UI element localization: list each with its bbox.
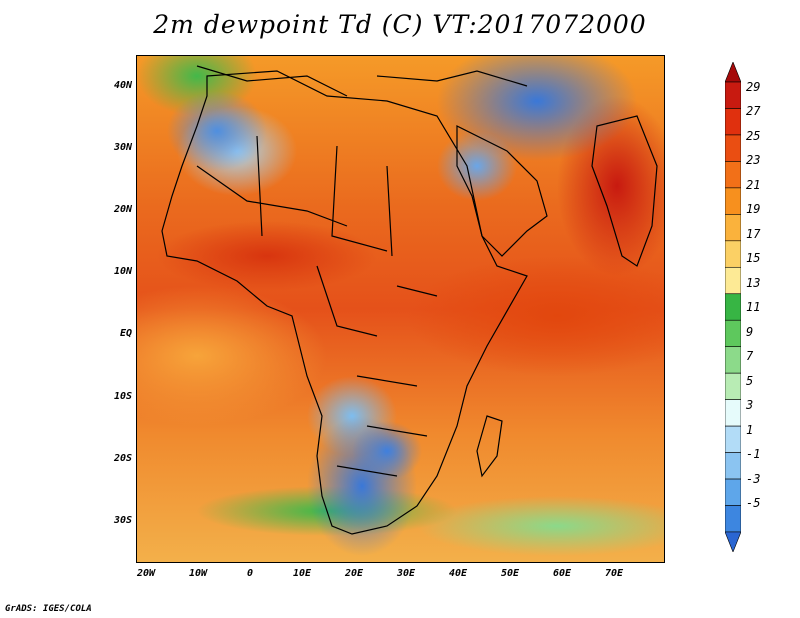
colorbar-label-m1: -1 xyxy=(746,447,761,461)
colorbar-label-5: 5 xyxy=(746,374,754,388)
lon-label-30e: 30E xyxy=(396,568,416,579)
colorbar-swatch xyxy=(725,505,741,533)
map-title: 2m dewpoint Td (C) VT:2017072000 xyxy=(153,10,647,39)
lat-label-20n: 20N xyxy=(113,204,132,215)
africa-coastlines xyxy=(161,65,658,535)
lat-label-40n: 40N xyxy=(113,80,132,91)
colorbar-swatch xyxy=(725,266,741,295)
colorbar xyxy=(725,62,741,552)
colorbar-swatch xyxy=(725,293,741,321)
colorbar-label-17: 17 xyxy=(746,227,761,241)
colorbar-swatch xyxy=(725,425,741,453)
lon-label-20w: 20W xyxy=(136,568,156,579)
colorbar-label-15: 15 xyxy=(746,251,761,265)
lon-label-0: 0 xyxy=(246,568,254,579)
colorbar-swatch xyxy=(725,372,741,400)
colorbar-swatch xyxy=(725,161,741,189)
lon-label-20e: 20E xyxy=(344,568,364,579)
dewpoint-map xyxy=(136,55,665,563)
lat-label-20s: 20S xyxy=(113,453,132,464)
colorbar-swatch xyxy=(725,81,741,109)
colorbar-swatch xyxy=(725,108,741,136)
lat-label-30s: 30S xyxy=(113,515,132,526)
colorbar-label-29: 29 xyxy=(746,80,761,94)
lon-label-10w: 10W xyxy=(188,568,208,579)
colorbar-swatch xyxy=(725,134,741,162)
colorbar-swatch xyxy=(725,478,741,506)
colorbar-label-m3: -3 xyxy=(746,472,761,486)
lat-label-30n: 30N xyxy=(113,142,132,153)
colorbar-swatch xyxy=(725,346,741,374)
colorbar-label-27: 27 xyxy=(746,104,761,118)
colorbar-top-arrow xyxy=(725,62,741,83)
grads-credit: GrADS: IGES/COLA xyxy=(5,604,92,614)
colorbar-label-25: 25 xyxy=(746,129,761,143)
colorbar-label-19: 19 xyxy=(746,202,761,216)
colorbar-label-m5: -5 xyxy=(746,496,761,510)
lon-label-50e: 50E xyxy=(500,568,520,579)
colorbar-label-21: 21 xyxy=(746,178,761,192)
colorbar-label-9: 9 xyxy=(746,325,754,339)
colorbar-swatch xyxy=(725,319,741,348)
colorbar-label-7: 7 xyxy=(746,349,754,363)
colorbar-label-1: 1 xyxy=(746,423,754,437)
colorbar-label-3: 3 xyxy=(746,398,754,412)
lon-label-10e: 10E xyxy=(292,568,312,579)
colorbar-label-13: 13 xyxy=(746,276,761,290)
lon-label-40e: 40E xyxy=(448,568,468,579)
lon-label-70e: 70E xyxy=(604,568,624,579)
colorbar-swatches xyxy=(725,62,741,552)
colorbar-swatch xyxy=(725,187,741,215)
colorbar-swatch xyxy=(725,399,741,427)
colorbar-label-11: 11 xyxy=(746,300,761,314)
lat-label-10s: 10S xyxy=(113,391,132,402)
colorbar-bottom-arrow xyxy=(725,531,741,552)
colorbar-label-23: 23 xyxy=(746,153,761,167)
lon-label-60e: 60E xyxy=(552,568,572,579)
colorbar-swatch xyxy=(725,240,741,268)
lat-label-eq: EQ xyxy=(119,328,132,339)
colorbar-swatch xyxy=(725,452,741,480)
lat-label-10n: 10N xyxy=(113,266,132,277)
colorbar-swatch xyxy=(725,214,741,242)
